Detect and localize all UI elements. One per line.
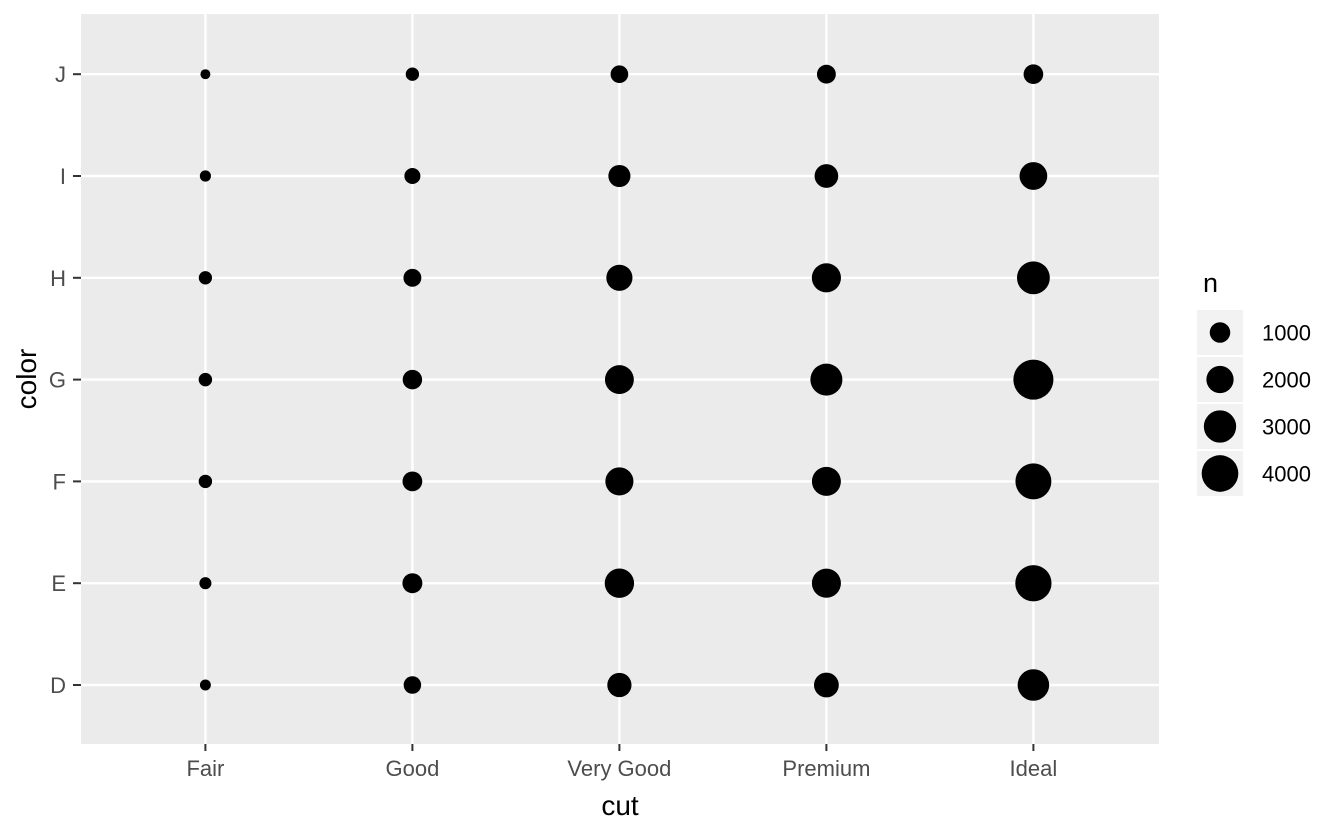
legend-size-label: 2000 (1262, 368, 1311, 393)
data-point-premium-D (813, 672, 839, 698)
data-point-good-F (402, 471, 423, 492)
legend-size-label: 4000 (1262, 462, 1311, 487)
data-point-very-good-I (608, 164, 631, 188)
y-tick-label: D (50, 673, 66, 698)
data-point-fair-H (198, 271, 213, 285)
legend-key-circle (1201, 455, 1239, 492)
x-tick-label: Very Good (567, 756, 671, 781)
data-point-premium-J (816, 64, 836, 84)
legend-size-label: 1000 (1262, 321, 1311, 346)
data-point-premium-G (810, 363, 843, 396)
x-axis-title: cut (601, 790, 639, 821)
data-point-fair-D (199, 679, 211, 691)
y-axis-title: color (11, 348, 42, 410)
data-point-very-good-G (604, 365, 634, 395)
data-point-premium-I (814, 164, 839, 188)
y-tick-label: E (51, 571, 66, 596)
data-point-very-good-E (604, 568, 635, 598)
data-point-ideal-F (1015, 463, 1052, 500)
data-point-ideal-J (1023, 64, 1044, 85)
data-point-good-J (405, 67, 420, 81)
data-point-premium-H (811, 263, 841, 293)
x-tick-label: Ideal (1010, 756, 1058, 781)
data-point-fair-E (199, 577, 212, 590)
y-tick-label: G (49, 368, 66, 393)
data-point-premium-E (811, 568, 841, 598)
data-point-ideal-I (1019, 162, 1048, 190)
data-point-very-good-F (605, 467, 634, 496)
data-point-good-I (404, 167, 421, 185)
data-point-good-G (402, 369, 423, 390)
y-tick-label: J (55, 62, 66, 87)
legend-key-circle (1206, 365, 1234, 394)
data-point-good-H (403, 268, 422, 287)
data-point-ideal-G (1013, 359, 1054, 400)
data-point-very-good-J (610, 65, 629, 84)
data-point-ideal-E (1015, 565, 1052, 602)
legend-title: n (1203, 268, 1219, 298)
x-tick-label: Fair (186, 756, 224, 781)
data-point-fair-G (198, 372, 213, 387)
x-tick-label: Good (385, 756, 439, 781)
data-point-very-good-H (606, 264, 633, 291)
data-point-fair-F (198, 474, 213, 489)
y-tick-label: I (60, 164, 66, 189)
data-point-very-good-D (607, 672, 632, 698)
legend-key-circle (1209, 322, 1231, 343)
x-tick-label: Premium (782, 756, 870, 781)
data-point-fair-I (199, 170, 211, 182)
data-point-premium-F (811, 466, 841, 496)
legend-size-label: 3000 (1262, 415, 1311, 440)
data-point-ideal-H (1016, 261, 1050, 295)
legend-key-circle (1203, 410, 1237, 443)
data-point-good-D (403, 676, 422, 694)
data-point-good-E (402, 573, 423, 594)
y-tick-label: F (53, 469, 66, 494)
data-point-ideal-D (1017, 669, 1050, 701)
data-point-fair-J (200, 69, 211, 80)
y-tick-label: H (50, 266, 66, 291)
